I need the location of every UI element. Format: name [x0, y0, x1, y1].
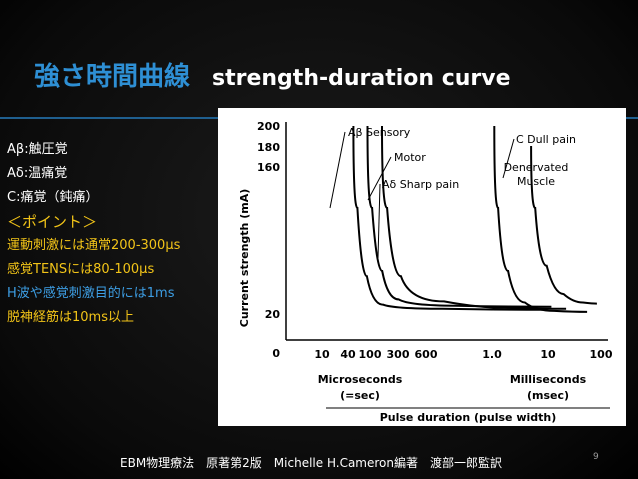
- series-line-4: [530, 145, 597, 305]
- x-tick-label: 100: [359, 348, 382, 361]
- y-tick-label: 0: [272, 347, 280, 360]
- x-tick-label: 100: [590, 348, 613, 361]
- x-tick-label: 40: [340, 348, 356, 361]
- series-line-2: [381, 125, 567, 310]
- title-japanese: 強さ時間曲線: [34, 62, 191, 92]
- series-line-0: [352, 125, 547, 311]
- footer: EBM物理療法 原著第2版 Michelle H.Cameron編著 渡部一郎監…: [0, 450, 638, 474]
- y-tick-label: 160: [257, 161, 280, 174]
- x-tick-label: 300: [387, 348, 410, 361]
- title-english: strength-duration curve: [212, 66, 511, 91]
- y-axis-label: Current strength (mA): [238, 189, 251, 327]
- y-tick-label: 200: [257, 120, 280, 133]
- x-tick-label: 10: [540, 348, 556, 361]
- citation-text: EBM物理療法 原著第2版 Michelle H.Cameron編著 渡部一郎監…: [120, 456, 502, 470]
- series-group: [352, 125, 597, 313]
- x-group-label: Microseconds: [318, 373, 403, 386]
- x-tick-label: 600: [415, 348, 438, 361]
- legend-label-c-dull-pain: C Dull pain: [516, 133, 576, 146]
- x-tick-label: 1.0: [482, 348, 502, 361]
- legend-label-motor: Motor: [394, 151, 426, 164]
- notes-panel: Aβ:触圧覚 Aδ:温痛覚 C:痛覚（鈍痛） ＜ポイント＞ 運動刺激には通常20…: [7, 141, 222, 333]
- chart-panel: Current strength (mA) 200 180 160 20 0 1…: [218, 108, 626, 426]
- note-item: Aδ:温痛覚: [7, 166, 68, 181]
- strength-duration-chart: Current strength (mA) 200 180 160 20 0 1…: [238, 120, 613, 424]
- x-group-label: Milliseconds: [510, 373, 587, 386]
- y-tick-label: 20: [265, 308, 281, 321]
- x-axis-label: Pulse duration (pulse width): [380, 411, 557, 424]
- note-item: H波や感覚刺激目的には1ms: [7, 286, 175, 301]
- legend-label-ab-sensory: Aβ Sensory: [348, 126, 411, 139]
- legend-label-ad-sharp-pain: Aδ Sharp pain: [382, 178, 459, 191]
- x-group-label: (=sec): [340, 389, 380, 402]
- note-item: 感覚TENSには80-100μs: [7, 262, 155, 277]
- leader-line: [377, 183, 381, 259]
- page-number: 9: [593, 452, 599, 462]
- legend-label-denervated: Denervated: [504, 161, 569, 174]
- note-item: 運動刺激には通常200-300μs: [7, 238, 181, 253]
- note-heading: ＜ポイント＞: [7, 213, 98, 231]
- note-item: 脱神経筋は10ms以上: [7, 310, 134, 325]
- y-tick-label: 180: [257, 141, 280, 154]
- series-line-3: [493, 125, 588, 313]
- slide-title: 強さ時間曲線 strength-duration curve: [34, 56, 634, 93]
- x-group-label: (msec): [527, 389, 569, 402]
- legend-label-muscle: Muscle: [517, 175, 555, 188]
- note-item: Aβ:触圧覚: [7, 142, 68, 157]
- leader-line: [367, 156, 392, 201]
- leader-line: [329, 131, 346, 209]
- leader-line: [502, 138, 515, 179]
- note-item: C:痛覚（鈍痛）: [7, 190, 99, 205]
- x-tick-label: 10: [314, 348, 330, 361]
